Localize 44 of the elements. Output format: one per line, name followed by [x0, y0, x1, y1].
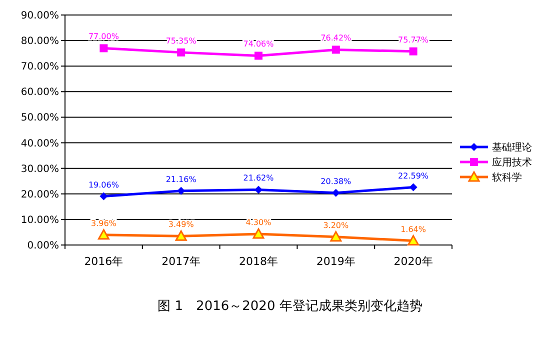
data-label: 3.20%	[323, 220, 349, 230]
x-tick-label: 2019年	[316, 255, 356, 268]
data-label: 77.00%	[88, 32, 120, 42]
x-tick-label: 2016年	[84, 255, 124, 268]
data-label: 1.64%	[400, 224, 426, 234]
y-tick-label: 10.00%	[20, 214, 59, 226]
point	[98, 229, 110, 240]
point	[332, 46, 340, 54]
point	[330, 231, 342, 242]
y-tick-label: 90.00%	[20, 10, 59, 22]
y-tick-label: 20.00%	[20, 189, 59, 200]
data-label: 3.49%	[168, 220, 194, 230]
y-tick-label: 70.00%	[20, 62, 59, 73]
data-label: 21.62%	[243, 174, 274, 183]
point	[175, 230, 187, 241]
data-label: 21.16%	[166, 174, 197, 184]
y-tick-label: 80.00%	[20, 36, 59, 48]
point	[254, 186, 262, 194]
y-tick-label: 30.00%	[20, 164, 59, 175]
x-tick-label: 2017年	[162, 255, 201, 268]
caption: 图 1 2016～2020 年登记成果类别变化趋势	[158, 299, 422, 314]
data-label: 74.06%	[243, 40, 274, 49]
point	[409, 47, 418, 56]
data-label: 19.06%	[88, 180, 120, 190]
y-tick-label: 60.00%	[20, 87, 59, 98]
x-tick-label: 2018年	[239, 255, 278, 268]
y-tick-label: 50.00%	[20, 112, 59, 124]
point	[100, 44, 108, 52]
x-tick-label: 2020年	[394, 255, 433, 268]
y-tick-label: 40.00%	[20, 138, 59, 150]
point	[177, 48, 186, 56]
data-label: 3.96%	[90, 218, 117, 228]
y-tick-label: 0.00%	[27, 240, 59, 252]
point	[252, 228, 264, 239]
legend-label: 软科学	[492, 172, 522, 184]
point	[100, 192, 108, 200]
data-label: 22.59%	[398, 171, 429, 180]
legend-label: 应用技术	[492, 156, 532, 168]
point	[408, 235, 420, 246]
legend-label: 基础理论	[492, 142, 532, 154]
data-label: 4.30%	[246, 218, 272, 228]
point	[254, 52, 262, 60]
data-label: 20.38%	[320, 176, 352, 186]
point	[409, 183, 418, 192]
